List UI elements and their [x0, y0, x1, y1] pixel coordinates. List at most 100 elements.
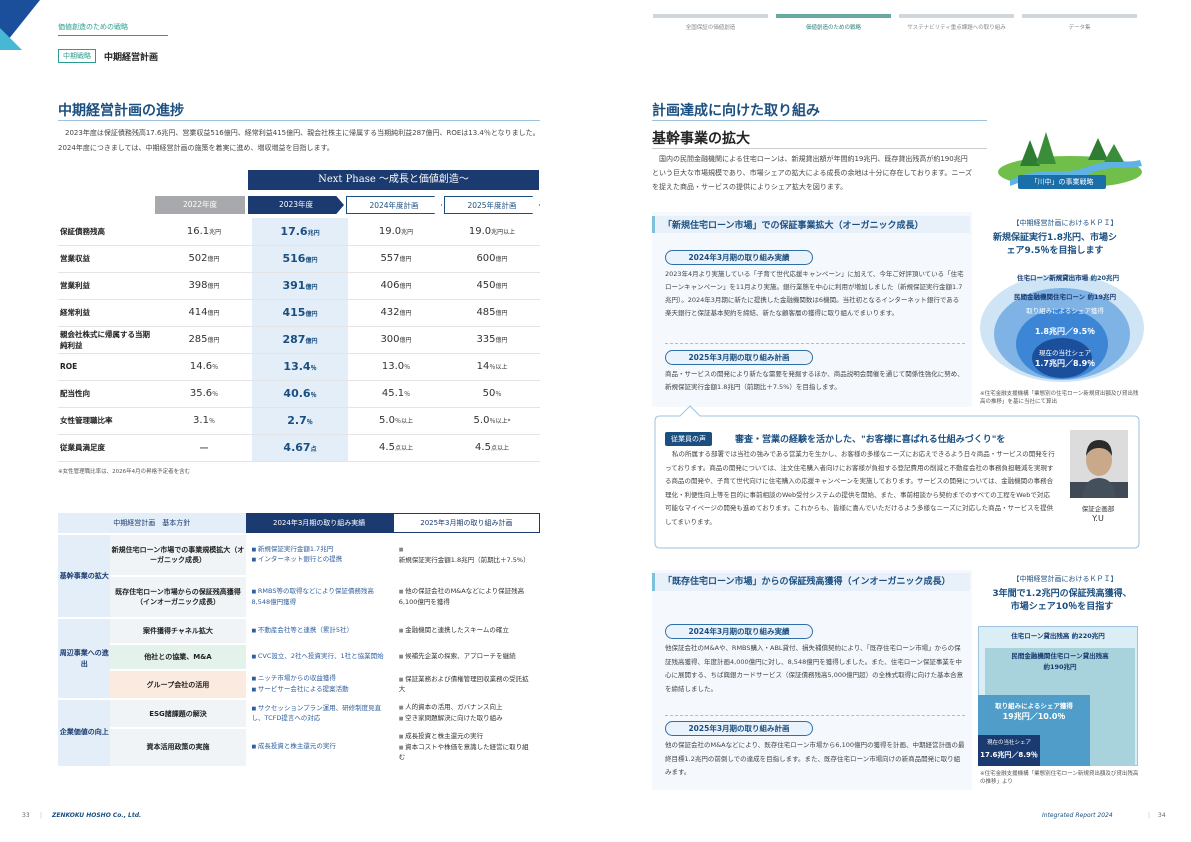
strategy-actual-list: CVC設立、2社へ投資実行、1社と協業開始 [246, 649, 393, 666]
perf-cell: 35.6％ [156, 380, 252, 408]
strategy-plan-item: 新規保証実行金額1.8兆円（前期比＋7.5%） [399, 545, 534, 565]
core-business-heading: 基幹事業の拡大 [652, 131, 750, 147]
perf-cell: 335億円 [444, 326, 540, 354]
sec1-panel-bg [652, 212, 972, 407]
sec1-note: ※住宅金融支援機構「業態別の住宅ローン新規貸出額及び貸出残高の推移」を基に当社に… [980, 391, 1139, 405]
strategy-group: 周辺事業への進出 [58, 619, 111, 698]
perf-unit: 億円 [399, 310, 412, 317]
perf-value: 17.6 [280, 224, 308, 238]
strategy-group: 基幹事業の拡大 [58, 535, 111, 617]
perf-row-label: 配当性向 [58, 380, 156, 408]
strategy-actual-list: 不動産会社等と連携（累計5社） [246, 623, 393, 640]
perf-cell: 14％以上 [444, 353, 540, 381]
strategy-actual-cell: ニッチ市場からの収益獲得サービサー会社による提案活動 [246, 671, 393, 698]
sec1-kpi-body: 新規保証実行1.8兆円、市場シェア9.5％を目指します [993, 233, 1117, 256]
perf-cell: 45.1％ [348, 380, 444, 408]
nav-tab-value-creation[interactable]: 全国保証の価値創造 [653, 14, 768, 31]
perf-value: 414 [188, 307, 208, 318]
perf-unit: 億円 [495, 337, 508, 344]
perf-unit: 兆円 [307, 229, 320, 237]
perf-cell: 557億円 [348, 245, 444, 273]
perf-cell: 516億円 [252, 245, 348, 273]
left-title: 中期経営計画の進捗 [58, 103, 184, 119]
perf-value: 3.1 [193, 415, 209, 426]
footer-sep-right: | [1148, 812, 1151, 819]
sec1-text-actual: 2023年4月より実施している「子育て世代応援キャンペーン」に加えて、今年ご好評… [665, 270, 964, 317]
nav-tab-sustainability[interactable]: サステナビリティ重点課題への取り組み [899, 14, 1014, 31]
perf-unit: 億円 [399, 256, 412, 263]
sec1-market-label: 住宅ローン新規貸出市場 約20兆円 [1017, 274, 1119, 282]
strategy-actual-item: サービサー会社による提案活動 [252, 685, 387, 696]
strategy-plan-cell: 候補先企業の探索、アプローチを継続 [393, 645, 540, 669]
perf-unit: 点 [310, 446, 317, 453]
sec1-share-circles [980, 274, 1144, 382]
strategy-plan-cell: 他の保証会社のM&Aなどにより保証残高6,100億円を獲得 [393, 577, 540, 617]
strategy-actual-list: 成長投資と株主還元の実行 [246, 739, 393, 756]
perf-value: 285 [188, 334, 208, 345]
strategy-plan-list: 新規保証実行金額1.8兆円（前期比＋7.5%） [393, 542, 540, 568]
perf-row-label: 経常利益 [58, 299, 156, 327]
perf-value: 14.6 [189, 361, 213, 372]
strategy-actual-item: CVC設立、2社へ投資実行、1社と協業開始 [252, 652, 387, 663]
employee-name: Y.U [1092, 514, 1104, 523]
perf-cell: 502億円 [156, 245, 252, 273]
col-2025-plan: 2025年度計画 [444, 196, 540, 214]
perf-cell: 398億円 [156, 272, 252, 300]
strategy-subtopic: 他社との協業、M&A [110, 645, 246, 669]
voice-box-frame [654, 405, 1140, 549]
strategy-actual-cell: 成長投資と株主還元の実行 [246, 729, 393, 766]
section-divider [58, 35, 168, 36]
nav-tab-strategy[interactable]: 価値創造のための戦略 [776, 14, 891, 31]
perf-cell: 4.67点 [252, 434, 348, 462]
sec1-title: 「新規住宅ローン市場」での保証事業拡大（オーガニック成長） [652, 216, 970, 233]
sec2-pill-plan: 2025年3月期の取り組み計画 [665, 721, 813, 736]
strategy-actual-item: 不動産会社等と連携（累計5社） [252, 626, 387, 637]
perf-cell: 391億円 [252, 272, 348, 300]
perf-cell: 287億円 [252, 326, 348, 354]
strategy-plan-item: 保証業務および債権管理回収業務の受託拡大 [399, 675, 534, 695]
perf-value: 600 [476, 253, 496, 264]
sec1-private-label: 民間金融機関住宅ローン 約19兆円 [1014, 293, 1116, 301]
strategy-plan-cell: 金融機関と連携したスキームの確立 [393, 619, 540, 643]
strategy-plan-item: 空き家問題解決に向けた取り組み [399, 714, 534, 725]
perf-value: 335 [476, 334, 496, 345]
nav-tab-data[interactable]: データ集 [1022, 14, 1137, 31]
perf-value: 406 [380, 280, 400, 291]
strategy-row: 既存住宅ローン市場からの保証残高獲得（インオーガニック成長） RMBS等の取得など… [58, 577, 540, 617]
perf-unit: ％以上* [489, 418, 511, 425]
sec2-private-label: 民間金融機関住宅ローン貸出残高 約190兆円 [1011, 652, 1109, 671]
perf-unit: 兆円 [401, 228, 414, 236]
sec1-pill-plan: 2025年3月期の取り組み計画 [665, 350, 813, 365]
perf-unit: 億円 [305, 311, 318, 318]
perf-unit: 億円 [207, 283, 220, 290]
footer-sep-left: | [40, 812, 43, 819]
perf-cell: 5.0％以上* [444, 407, 540, 435]
perf-unit: ％ [212, 364, 219, 371]
strategy-plan-cell: 保証業務および債権管理回収業務の受託拡大 [393, 671, 540, 698]
perf-unit: ％ [310, 365, 317, 372]
performance-table: 保証債務残高 16.1兆円 17.6兆円 19.0兆円 19.0兆円以上 営業収益 502億… [58, 218, 540, 462]
perf-cell: 16.1兆円 [156, 218, 252, 246]
strategy-row: 基幹事業の拡大新規住宅ローン市場での事業規模拡大（オーガニック成長）新規保証実行… [58, 535, 540, 617]
sec2-current-label: 現在の当社シェア [986, 740, 1031, 746]
perf-cell: 300億円 [348, 326, 444, 354]
sec2-pill-actual: 2024年3月期の取り組み実績 [665, 624, 813, 639]
strategy-actual-list: ニッチ市場からの収益獲得サービサー会社による提案活動 [246, 671, 393, 698]
voice-text: 私の所属する部署では当社の強みである営業力を生かし、お客様の多様なニーズにお応え… [665, 450, 1055, 526]
page-number-left: 33 [22, 812, 30, 819]
perf-unit: ％ [306, 419, 313, 426]
strategy-row: 他社との協業、M&A CVC設立、2社へ投資実行、1社と協業開始 候補先企業の探索、… [58, 645, 540, 669]
strategy-header-plan: 2025年3月期の取り組み計画 [392, 513, 540, 533]
strategy-plan-list: 金融機関と連携したスキームの確立 [393, 623, 540, 640]
strategy-plan-cell: 人的資本の活用、ガバナンス向上空き家問題解決に向けた取り組み [393, 700, 540, 727]
perf-value: 19.0 [468, 225, 492, 237]
perf-row: 女性管理職比率 3.1％ 2.7％ 5.0％以上 5.0％以上* [58, 407, 540, 435]
perf-row-label: 保証債務残高 [58, 218, 156, 246]
perf-unit: 億円 [495, 283, 508, 290]
voice-title: 審査・営業の経験を活かした、"お客様に喜ばれる仕組みづくり"を [735, 435, 1006, 445]
perf-row-label: 営業収益 [58, 245, 156, 273]
right-title-underline [652, 120, 987, 121]
perf-unit: ％以上 [489, 364, 508, 371]
strategy-header-actual: 2024年3月期の取り組み実績 [245, 513, 393, 533]
perf-value: 50 [482, 388, 496, 399]
